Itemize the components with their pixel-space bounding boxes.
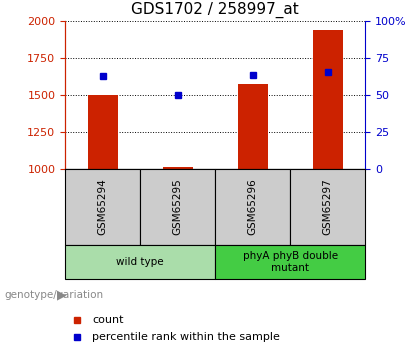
Bar: [65, 245, 215, 279]
Text: GSM65294: GSM65294: [97, 179, 108, 235]
Bar: [88, 95, 118, 169]
Bar: [290, 169, 365, 245]
Text: GSM65295: GSM65295: [173, 179, 183, 235]
Bar: [238, 85, 268, 169]
Text: GSM65296: GSM65296: [248, 179, 258, 235]
Title: GDS1702 / 258997_at: GDS1702 / 258997_at: [131, 2, 299, 18]
Text: count: count: [92, 315, 123, 325]
Bar: [163, 167, 193, 169]
Bar: [65, 169, 140, 245]
Text: GSM65297: GSM65297: [323, 179, 333, 235]
Bar: [140, 169, 215, 245]
Bar: [215, 169, 290, 245]
Text: ▶: ▶: [57, 288, 66, 302]
Bar: [313, 30, 343, 169]
Text: percentile rank within the sample: percentile rank within the sample: [92, 333, 280, 342]
Text: genotype/variation: genotype/variation: [4, 290, 103, 300]
Bar: [215, 245, 365, 279]
Text: wild type: wild type: [116, 257, 164, 267]
Text: phyA phyB double
mutant: phyA phyB double mutant: [243, 252, 338, 273]
